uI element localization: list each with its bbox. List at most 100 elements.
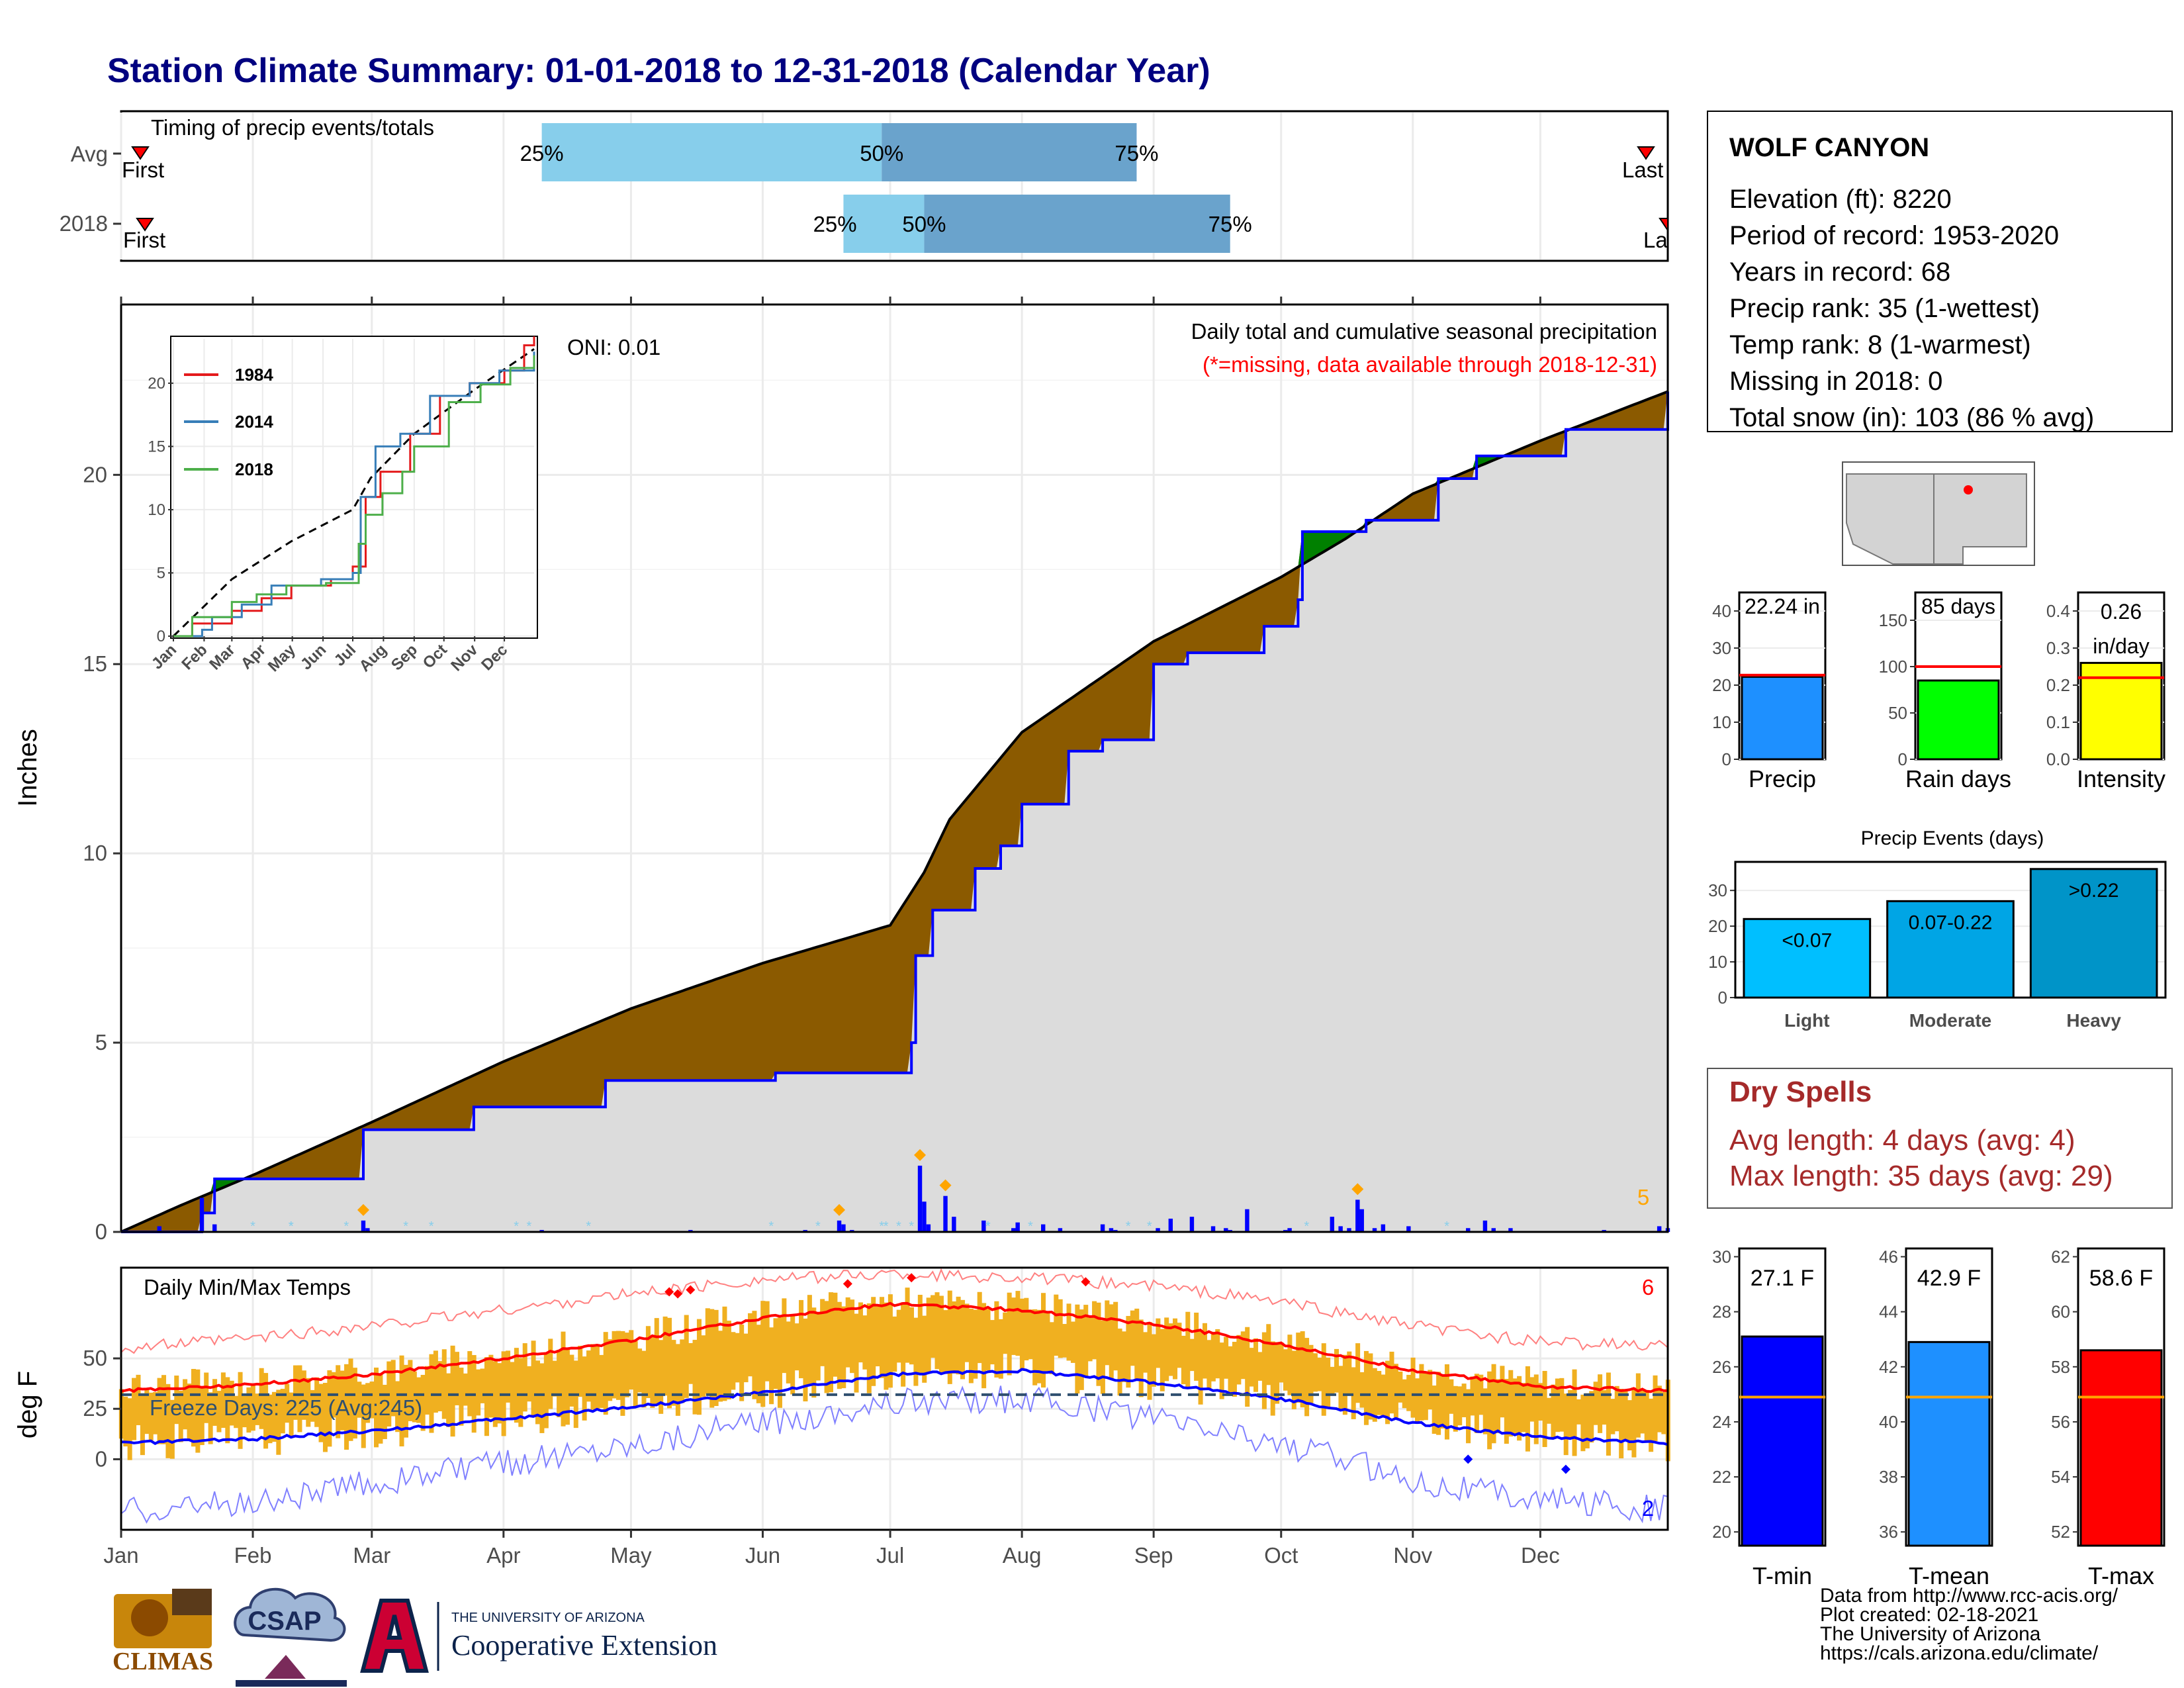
daily-temp-bar	[1079, 1309, 1084, 1390]
daily-temp-bar	[1351, 1367, 1356, 1419]
daily-temp-bar	[952, 1301, 957, 1374]
temp-bar-tick-label: 62	[2051, 1246, 2070, 1266]
precip-ytick-label: 10	[83, 841, 107, 865]
daily-temp-bar	[671, 1340, 676, 1406]
daily-temp-bar	[225, 1377, 230, 1444]
missing-star: *	[896, 1219, 901, 1234]
daily-temp-bar	[1219, 1342, 1224, 1399]
daily-temp-bar	[701, 1335, 706, 1397]
mini-bar-tick-label: 0.4	[2046, 601, 2070, 621]
daily-temp-bar	[510, 1362, 515, 1420]
daily-temp-bar	[1512, 1378, 1518, 1434]
daily-temp-bar	[1414, 1378, 1420, 1423]
daily-temp-bar	[1368, 1353, 1373, 1420]
csap-logo-text: CSAP	[248, 1607, 321, 1636]
missing-star: *	[815, 1219, 821, 1234]
daily-temp-bar	[289, 1392, 294, 1438]
missing-star: *	[985, 1219, 991, 1234]
daily-temp-bar	[1270, 1341, 1275, 1416]
daily-temp-bar	[1224, 1336, 1229, 1379]
year-quartile-bar-light	[843, 195, 925, 253]
daily-precip-bar	[212, 1224, 217, 1232]
daily-temp-bar	[1568, 1389, 1573, 1438]
station-line-snow: Total snow (in): 103 (86 % avg)	[1729, 403, 2094, 432]
missing-star: *	[985, 1219, 991, 1234]
daily-temp-bar	[1436, 1372, 1441, 1435]
daily-precip-bar	[1482, 1220, 1488, 1232]
daily-temp-bar	[756, 1325, 761, 1403]
daily-temp-bar	[140, 1393, 145, 1456]
daily-precip-bar	[1491, 1228, 1496, 1232]
missing-star: *	[909, 1219, 914, 1234]
daily-temp-bar	[764, 1301, 770, 1382]
precip-panel-frame	[120, 303, 1669, 1233]
daily-temp-bar	[216, 1391, 222, 1432]
daily-temp-bar	[484, 1357, 489, 1436]
month-label: Sep	[1134, 1543, 1173, 1568]
daily-temp-bar	[892, 1316, 897, 1372]
daily-temp-bar	[943, 1310, 948, 1374]
daily-temp-bar	[250, 1385, 255, 1431]
mini-bar-tick-label: 0.2	[2046, 675, 2070, 695]
daily-temp-bar	[1019, 1298, 1024, 1370]
daily-temp-bar	[459, 1368, 464, 1426]
temp-bar-tick-label: 30	[1712, 1246, 1731, 1266]
daily-temp-bar	[1087, 1317, 1093, 1362]
temp-bar-tick-label: 40	[1879, 1412, 1898, 1432]
inset-legend-2014: 2014	[235, 412, 273, 432]
daily-temp-bar	[1602, 1390, 1607, 1425]
daily-temp-bar	[1041, 1293, 1046, 1388]
daily-temp-bar	[1627, 1400, 1633, 1450]
daily-temp-bar	[1410, 1357, 1416, 1418]
avg-min-line	[120, 1368, 1668, 1446]
daily-temp-bar	[178, 1390, 183, 1442]
temp-panel-frame	[120, 1266, 1669, 1531]
record-max-marker	[664, 1287, 674, 1297]
daily-temp-bar	[506, 1350, 511, 1403]
inset-grid	[173, 339, 534, 637]
daily-temp-bar	[441, 1349, 447, 1419]
month-axis: Jan Feb Mar Apr May Jun Jul Aug Sep Oct Nov Dec	[103, 1530, 1560, 1568]
daily-temp-bar	[1143, 1332, 1148, 1373]
missing-star: *	[289, 1219, 294, 1234]
daily-temp-bar	[1521, 1383, 1526, 1432]
daily-temp-bar	[696, 1319, 702, 1415]
daily-temp-bar	[1151, 1334, 1156, 1387]
ua-logo-small-text: THE UNIVERSITY OF ARIZONA	[451, 1611, 645, 1625]
daily-temp-bar	[735, 1333, 740, 1383]
daily-temp-bar	[408, 1360, 413, 1421]
daily-temp-bar	[297, 1365, 302, 1432]
daily-temp-bar	[165, 1383, 171, 1458]
precip-events-bar-heavy	[2029, 868, 2158, 999]
daily-temp-bar	[1249, 1348, 1254, 1387]
temp-bar-tick-label: 22	[1712, 1467, 1731, 1487]
daily-precip-bar	[1406, 1226, 1411, 1232]
daily-temp-bar	[1075, 1304, 1080, 1394]
daily-temp-bar	[535, 1360, 541, 1425]
mini-bar-tick-label: 0.3	[2046, 638, 2070, 658]
daily-precip-bar	[1338, 1226, 1343, 1232]
temp-bar-label: T-mean	[1909, 1562, 1989, 1589]
daily-temp-bar	[726, 1321, 731, 1399]
avg-p25-label: 25%	[520, 141, 564, 165]
daily-temp-bar	[620, 1331, 625, 1416]
daily-temp-bar	[1275, 1342, 1280, 1404]
station-info-frame	[1707, 111, 2173, 432]
mini-bar-precip	[1741, 675, 1824, 761]
daily-temp-bar	[267, 1394, 273, 1444]
record-max-marker	[907, 1273, 917, 1283]
mini-bar-label: Rain days	[1905, 765, 2011, 792]
missing-star: *	[586, 1219, 591, 1234]
daily-temp-bar	[1500, 1366, 1505, 1418]
locator-map-station-dot	[1964, 485, 1973, 494]
month-label: May	[610, 1543, 652, 1568]
heavy-event-marker	[939, 1179, 952, 1192]
daily-temp-bar	[1542, 1371, 1547, 1447]
daily-temp-bar	[1428, 1370, 1433, 1410]
daily-temp-bar	[1377, 1371, 1382, 1415]
daily-temp-bar	[1487, 1371, 1492, 1450]
daily-temp-bar	[1210, 1331, 1216, 1382]
daily-temp-bar	[981, 1303, 987, 1389]
daily-temp-bar	[1321, 1343, 1326, 1416]
